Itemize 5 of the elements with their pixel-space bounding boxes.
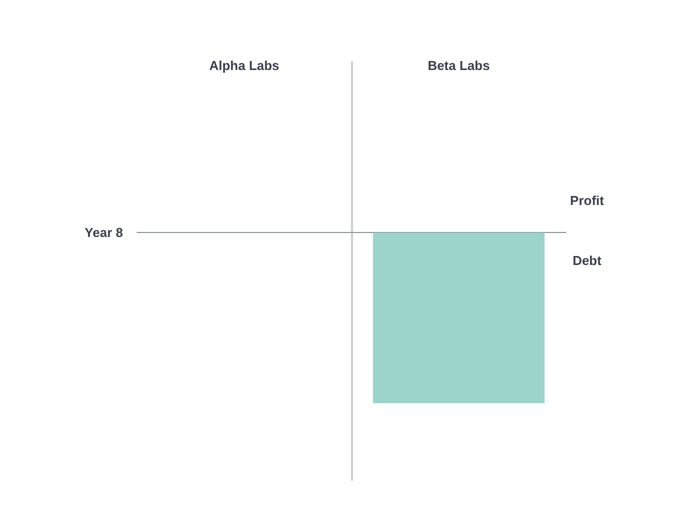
x-tick-label: Beta Labs [428,58,490,73]
x-axis-title: Year 8 [84,225,123,240]
x-tick-label: Alpha Labs [209,58,280,73]
text: Profit [570,193,605,208]
text: Debt [572,253,602,268]
